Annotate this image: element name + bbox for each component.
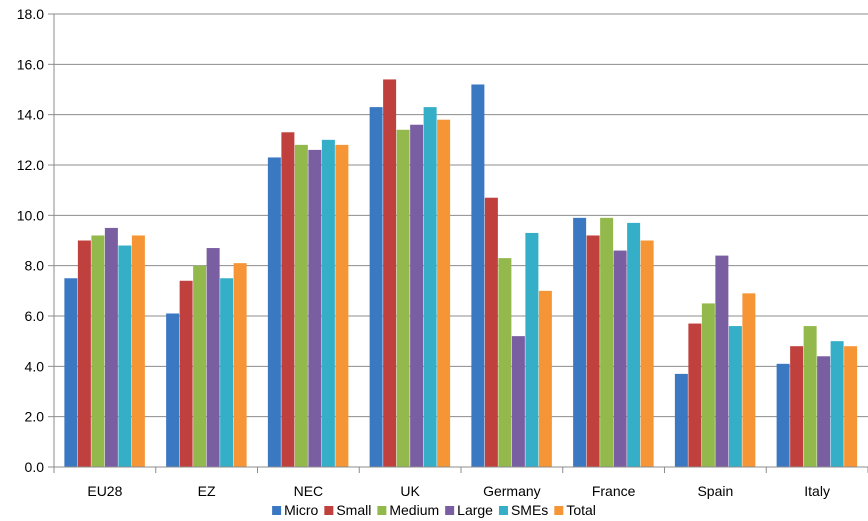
legend-swatch bbox=[377, 506, 387, 515]
bar-large bbox=[715, 255, 729, 467]
y-tick-label: 14.0 bbox=[17, 107, 44, 123]
legend-item-total: Total bbox=[554, 502, 596, 518]
y-tick-label: 18.0 bbox=[17, 6, 44, 22]
bar-medium bbox=[600, 217, 614, 467]
bar-large bbox=[308, 149, 322, 467]
bar-smes bbox=[423, 107, 437, 467]
legend-label: Total bbox=[566, 502, 596, 518]
bar-micro bbox=[267, 157, 281, 467]
bar-medium bbox=[396, 129, 410, 467]
bar-small bbox=[484, 197, 498, 467]
bar-large bbox=[104, 227, 118, 467]
bar-small bbox=[586, 235, 600, 467]
bar-total bbox=[538, 290, 552, 467]
bar-micro bbox=[674, 373, 688, 467]
bar-smes bbox=[728, 326, 742, 467]
bar-medium bbox=[91, 235, 105, 467]
bar-smes bbox=[525, 232, 539, 467]
x-tick-label: EU28 bbox=[87, 483, 122, 499]
bar-micro bbox=[776, 363, 790, 467]
legend-item-large: Large bbox=[445, 502, 493, 518]
bar-micro bbox=[369, 107, 383, 467]
x-tick-label: Italy bbox=[804, 483, 830, 499]
bar-smes bbox=[627, 222, 641, 467]
legend-item-medium: Medium bbox=[377, 502, 439, 518]
x-tick-label: Germany bbox=[483, 483, 541, 499]
bar-large bbox=[410, 124, 424, 467]
x-tick-label: UK bbox=[400, 483, 420, 499]
bar-total bbox=[437, 119, 451, 467]
bar-micro bbox=[471, 84, 485, 467]
y-tick-label: 10.0 bbox=[17, 207, 44, 223]
bar-smes bbox=[830, 341, 844, 467]
x-axis bbox=[53, 14, 868, 473]
y-tick-label: 4.0 bbox=[25, 358, 45, 374]
bar-total bbox=[131, 235, 145, 467]
legend-item-smes: SMEs bbox=[498, 502, 548, 518]
y-tick-label: 8.0 bbox=[25, 258, 45, 274]
legend-swatch bbox=[498, 506, 508, 515]
bar-total bbox=[233, 263, 247, 467]
y-axis-ticks: 0.0 2.0 4.0 6.0 8.0 10.0 12.0 14.0 16.0 18.0 bbox=[17, 6, 54, 475]
bar-micro bbox=[64, 278, 78, 467]
y-tick-label: 6.0 bbox=[25, 308, 45, 324]
y-tick-label: 16.0 bbox=[17, 56, 44, 72]
x-axis-ticks: EU28 EZ NEC UK Germany France Spain Italy bbox=[87, 483, 830, 499]
x-tick-label: NEC bbox=[294, 483, 324, 499]
bar-small bbox=[179, 280, 193, 467]
bar-total bbox=[640, 240, 654, 467]
legend-label: Medium bbox=[389, 502, 439, 518]
legend-label: Small bbox=[336, 502, 371, 518]
legend-label: Large bbox=[457, 502, 493, 518]
bar-smes bbox=[118, 245, 132, 467]
legend-swatch bbox=[272, 506, 282, 515]
bar-large bbox=[817, 356, 831, 467]
bar-smes bbox=[220, 278, 234, 467]
bar-medium bbox=[294, 144, 308, 467]
x-tick-label: EZ bbox=[198, 483, 216, 499]
legend-swatch bbox=[445, 506, 455, 515]
bar-small bbox=[688, 323, 702, 467]
bar-micro bbox=[166, 313, 180, 467]
bar-large bbox=[206, 248, 220, 467]
legend-label: Micro bbox=[284, 502, 318, 518]
y-tick-label: 2.0 bbox=[25, 409, 45, 425]
x-tick-label: Spain bbox=[697, 483, 733, 499]
legend-label: SMEs bbox=[511, 502, 548, 518]
bar-medium bbox=[701, 303, 715, 467]
bar-total bbox=[742, 293, 756, 467]
bar-small bbox=[77, 240, 91, 467]
x-tick-label: France bbox=[592, 483, 636, 499]
bar-large bbox=[511, 336, 525, 467]
bar-medium bbox=[803, 326, 817, 467]
bars bbox=[64, 79, 858, 468]
bar-small bbox=[790, 346, 804, 467]
legend: Micro Small Medium Large SMEs Total bbox=[272, 502, 596, 518]
bar-small bbox=[383, 79, 397, 467]
legend-item-small: Small bbox=[324, 502, 371, 518]
bar-total bbox=[335, 144, 349, 467]
bar-medium bbox=[193, 265, 207, 467]
y-tick-label: 12.0 bbox=[17, 157, 44, 173]
y-tick-label: 0.0 bbox=[25, 459, 45, 475]
legend-item-micro: Micro bbox=[272, 502, 319, 518]
legend-swatch bbox=[324, 506, 334, 515]
bar-smes bbox=[321, 139, 335, 468]
bar-micro bbox=[573, 217, 587, 467]
bar-total bbox=[844, 346, 858, 467]
bar-small bbox=[281, 132, 295, 468]
bar-large bbox=[613, 250, 627, 467]
legend-swatch bbox=[554, 506, 564, 515]
bar-medium bbox=[498, 258, 512, 467]
